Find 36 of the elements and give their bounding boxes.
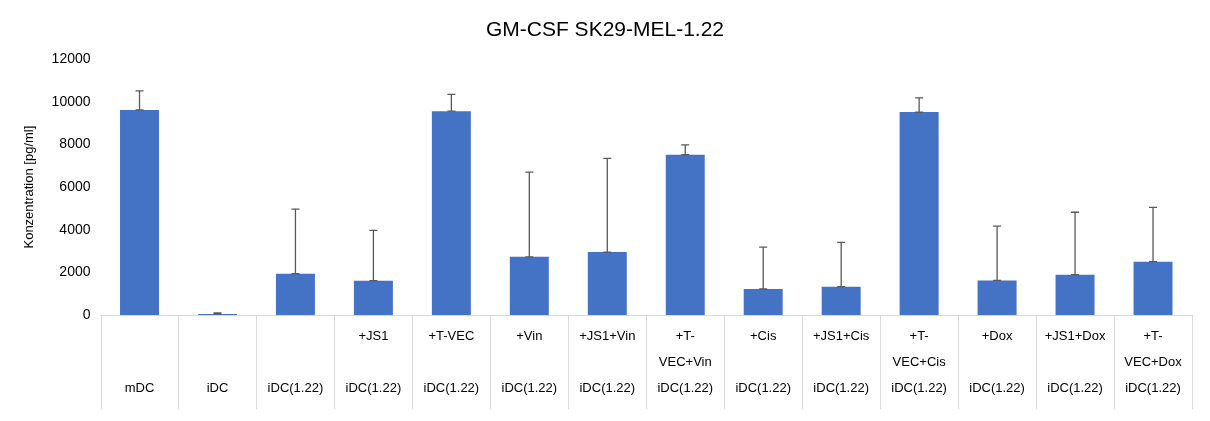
category-label: +Vin iDC(1.22) bbox=[501, 327, 558, 395]
x-tick-label: iDC bbox=[206, 379, 229, 395]
category-label: +JS1+Cis iDC(1.22) bbox=[812, 327, 870, 395]
category-label: +JS1 iDC(1.22) bbox=[345, 327, 402, 395]
x-tick-label: mDC bbox=[124, 379, 155, 395]
bar bbox=[1055, 274, 1095, 315]
bar bbox=[509, 256, 549, 315]
bar bbox=[353, 280, 393, 315]
category-label: +Cis iDC(1.22) bbox=[735, 327, 792, 395]
bar bbox=[275, 273, 315, 315]
bar bbox=[587, 252, 627, 315]
category-label: +T-VEC iDC(1.22) bbox=[423, 327, 480, 395]
y-tick-label: 10000 bbox=[51, 92, 91, 109]
category-label: +JS1+Dox iDC(1.22) bbox=[1044, 327, 1106, 395]
bar bbox=[431, 111, 471, 315]
chart-title: GM-CSF SK29-MEL-1.22 bbox=[485, 17, 725, 41]
bar bbox=[1133, 261, 1173, 315]
y-tick-label: 0 bbox=[82, 305, 91, 322]
category-label: +JS1+Vin iDC(1.22) bbox=[579, 327, 636, 395]
y-tick-label: 8000 bbox=[59, 135, 91, 152]
bar bbox=[821, 286, 861, 315]
bar bbox=[743, 288, 783, 315]
category-label: +Dox iDC(1.22) bbox=[969, 327, 1025, 395]
bar bbox=[665, 154, 705, 315]
x-tick-label: +T- VEC+Cis iDC(1.22) bbox=[891, 327, 947, 395]
y-tick-label: 2000 bbox=[59, 263, 91, 280]
y-tick-label: 6000 bbox=[59, 177, 91, 194]
y-axis-title: Konzentration [pg/ml] bbox=[21, 125, 37, 249]
y-tick-label: 4000 bbox=[59, 220, 91, 237]
bar bbox=[120, 109, 159, 315]
bar bbox=[977, 280, 1017, 315]
y-tick-label: 12000 bbox=[51, 50, 91, 67]
x-tick-label: +T- VEC+Dox iDC(1.22) bbox=[1124, 327, 1183, 395]
bar bbox=[899, 112, 939, 315]
x-tick-label: +T- VEC+Vin iDC(1.22) bbox=[657, 327, 714, 395]
x-tick-label: iDC(1.22) bbox=[267, 379, 324, 395]
